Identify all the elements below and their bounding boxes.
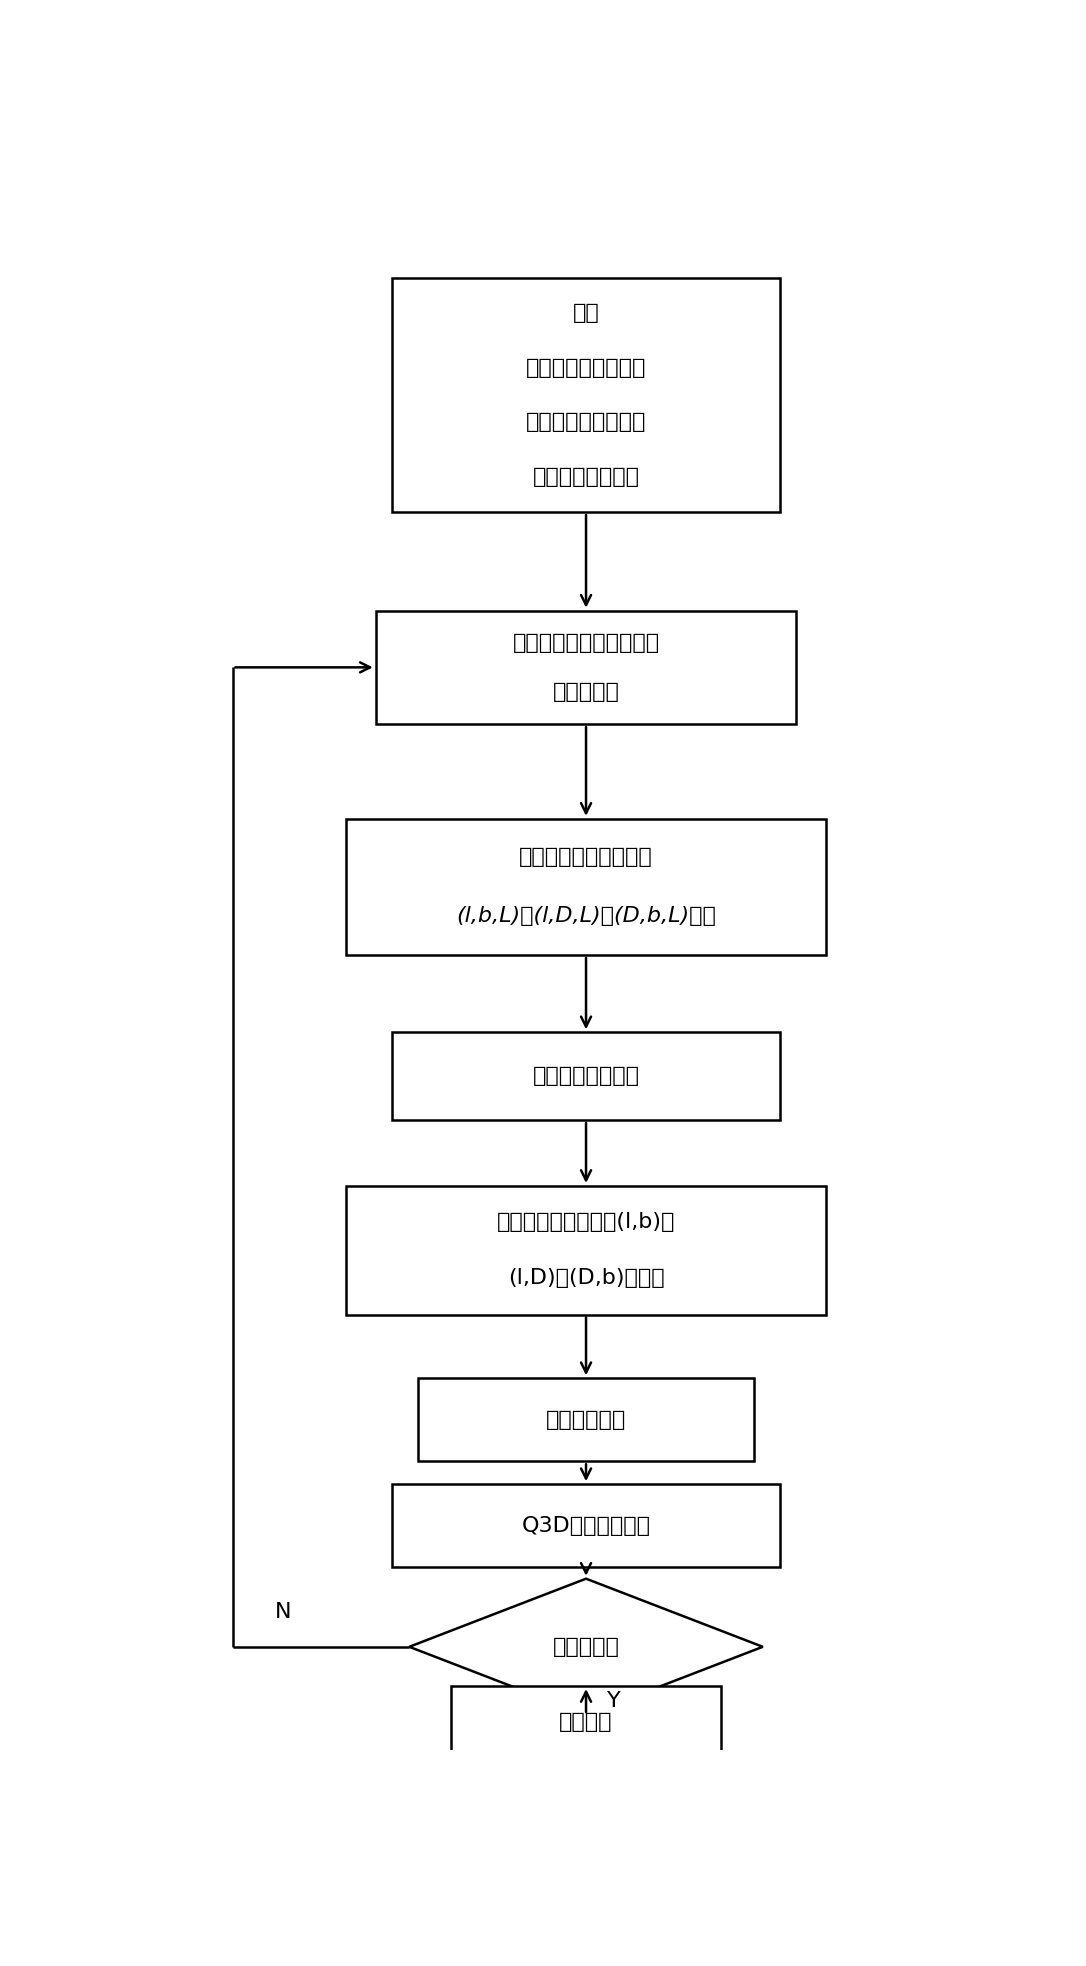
Text: 确定一项限制条件（长、: 确定一项限制条件（长、 [513,633,659,653]
Text: Q3D提取母排电感: Q3D提取母排电感 [521,1516,651,1535]
Text: 毕奥萨伐定律和安培: 毕奥萨伐定律和安培 [526,358,646,377]
Bar [452,1687,721,1760]
Text: 根据电感计算公式绘制: 根据电感计算公式绘制 [519,847,653,867]
Text: 设计母排: 设计母排 [559,1712,613,1732]
Text: N: N [275,1602,291,1622]
Bar [392,1484,780,1567]
Text: 环路定理得到叠层主: 环路定理得到叠层主 [526,413,646,433]
Text: 满足要求？: 满足要求？ [553,1638,619,1657]
Bar [418,1378,755,1461]
Text: 宽或间距）: 宽或间距） [553,682,619,702]
Bar [376,611,796,723]
Text: 确定母排尺寸: 确定母排尺寸 [546,1410,627,1429]
Text: 确定电感取值要求: 确定电感取值要求 [532,1066,640,1085]
Bar [392,277,780,513]
Bar [392,1032,780,1121]
Text: 根据: 根据 [572,303,599,322]
Text: (l,b,L)、(l,D,L)、(D,b,L)曲线: (l,b,L)、(l,D,L)、(D,b,L)曲线 [456,906,716,926]
Bar [346,818,826,955]
Polygon shape [409,1579,762,1714]
Text: (l,D)、(D,b)关系式: (l,D)、(D,b)关系式 [508,1268,665,1288]
Bar [346,1185,826,1315]
Text: 根据电感等值线获得(l,b)、: 根据电感等值线获得(l,b)、 [497,1213,675,1233]
Text: 母排电感计算公式: 母排电感计算公式 [532,466,640,488]
Text: Y: Y [607,1691,621,1710]
